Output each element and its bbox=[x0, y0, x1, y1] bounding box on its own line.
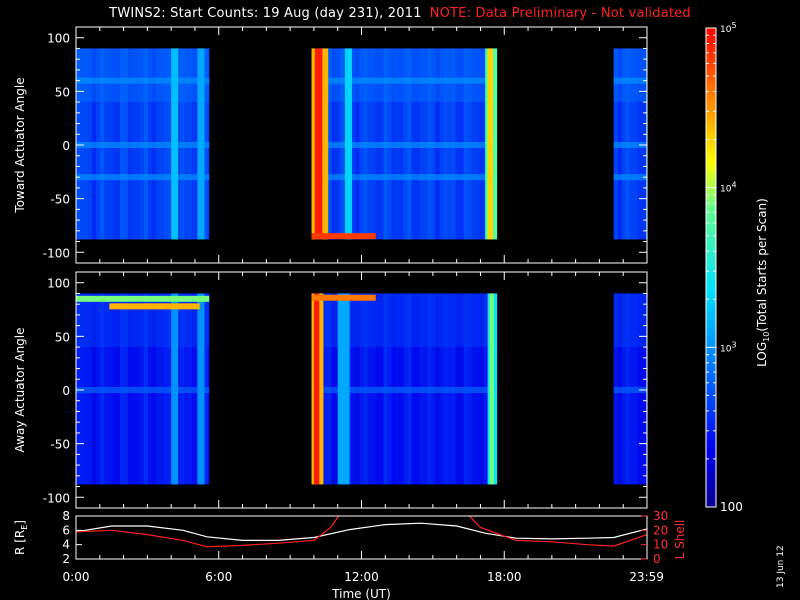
label-part: LOG bbox=[755, 342, 769, 367]
y-tick-label-left: 4 bbox=[62, 538, 70, 552]
hot-column bbox=[313, 293, 320, 485]
angle-band bbox=[76, 387, 210, 393]
x-tick-label: 18:00 bbox=[487, 570, 522, 584]
colorbar-gradient bbox=[705, 27, 717, 508]
r-distance-line bbox=[76, 522, 647, 542]
y-tick-label: 100 bbox=[47, 277, 70, 291]
tick-base: 10 bbox=[720, 25, 732, 35]
x-tick-label: 0:00 bbox=[63, 570, 90, 584]
upper-region bbox=[613, 293, 647, 348]
y-tick-label: 0 bbox=[62, 384, 70, 398]
y-tick-label-left: 8 bbox=[62, 509, 70, 523]
tick-base: 10 bbox=[720, 185, 732, 195]
angle-band bbox=[311, 387, 498, 393]
y-tick-label: -50 bbox=[50, 193, 70, 207]
hot-column bbox=[487, 48, 493, 240]
y-tick-label: -100 bbox=[43, 246, 70, 260]
bright-column bbox=[197, 48, 205, 240]
colorbar-tick-label: 103 bbox=[720, 340, 737, 354]
angle-band bbox=[76, 142, 210, 148]
hot-row bbox=[109, 303, 200, 310]
hot-column bbox=[314, 48, 323, 240]
y-tick-label: 50 bbox=[55, 85, 70, 99]
tick-exp: 5 bbox=[731, 21, 736, 30]
ephemeris-lines bbox=[76, 516, 647, 548]
bright-column bbox=[337, 293, 350, 485]
x-tick-label: 12:00 bbox=[344, 570, 379, 584]
colorbar-tick-label: 104 bbox=[720, 181, 737, 195]
bright-column bbox=[171, 48, 179, 240]
y-axis-label-right: L Shell bbox=[673, 520, 687, 560]
title-text: TWINS2: Start Counts: 19 Aug (day 231), … bbox=[109, 6, 422, 21]
y-axis-label: Toward Actuator Angle bbox=[13, 77, 27, 213]
angle-band bbox=[613, 142, 647, 148]
angle-band bbox=[311, 174, 498, 181]
hot-row bbox=[311, 233, 376, 240]
colorbar-tick-label: 105 bbox=[720, 21, 737, 35]
tick-exp: 4 bbox=[731, 181, 736, 190]
colorbar-label: LOG10(Total Starts per Scan) bbox=[755, 198, 771, 367]
angle-band bbox=[76, 174, 210, 181]
y-tick-label: -50 bbox=[50, 438, 70, 452]
x-tick-label: 6:00 bbox=[205, 570, 232, 584]
y-tick-label: -100 bbox=[43, 491, 70, 505]
colorbar-tick-label: 100 bbox=[720, 500, 743, 514]
upper-region bbox=[76, 293, 210, 348]
y-tick-label-right: 20 bbox=[653, 523, 668, 537]
bright-column bbox=[197, 293, 205, 485]
l-shell-line bbox=[76, 516, 647, 548]
bright-column bbox=[344, 48, 352, 240]
x-axis-label: Time (UT) bbox=[331, 587, 391, 600]
label-sub: 10 bbox=[762, 332, 771, 342]
y-axis-label: Away Actuator Angle bbox=[13, 327, 27, 452]
away-panel: 100 50 0 -50 -100 Away Actuator Angle bbox=[13, 271, 648, 509]
preliminary-note: NOTE: Data Preliminary - Not validated bbox=[429, 6, 691, 21]
y-tick-label-right: 0 bbox=[653, 552, 661, 566]
label-sub: E bbox=[20, 525, 29, 530]
hot-row bbox=[76, 295, 210, 302]
x-tick-label: 23:59 bbox=[629, 570, 664, 584]
angle-band bbox=[613, 387, 647, 393]
y-tick-label-left: 6 bbox=[62, 523, 70, 537]
upper-region bbox=[76, 48, 210, 103]
label-part: R [R bbox=[13, 530, 27, 555]
angle-band bbox=[613, 77, 647, 84]
angle-band bbox=[76, 77, 210, 84]
y-tick-label-right: 30 bbox=[653, 509, 668, 523]
y-axis-label-left: R [RE] bbox=[13, 520, 29, 555]
y-tick-label: 50 bbox=[55, 330, 70, 344]
hot-column bbox=[489, 293, 494, 485]
y-tick-label-right: 10 bbox=[653, 538, 668, 552]
bright-column bbox=[171, 293, 179, 485]
label-part: ] bbox=[13, 520, 27, 525]
upper-region bbox=[311, 48, 498, 103]
toward-panel: 100 50 0 -50 -100 Toward Actuator Angle bbox=[13, 26, 648, 264]
y-tick-label: 100 bbox=[47, 32, 70, 46]
upper-region bbox=[613, 48, 647, 103]
angle-band bbox=[613, 174, 647, 181]
angle-band bbox=[311, 142, 498, 148]
label-part: (Total Starts per Scan) bbox=[755, 198, 769, 332]
chart-title: TWINS2: Start Counts: 19 Aug (day 231), … bbox=[0, 6, 800, 21]
y-tick-label-left: 2 bbox=[62, 552, 70, 566]
tick-exp: 3 bbox=[731, 340, 736, 349]
hot-row bbox=[311, 294, 376, 301]
y-tick-label: 0 bbox=[62, 139, 70, 153]
date-stamp: 13 Jun 12 bbox=[776, 545, 786, 588]
angle-band bbox=[311, 77, 498, 84]
tick-base: 10 bbox=[720, 344, 732, 354]
